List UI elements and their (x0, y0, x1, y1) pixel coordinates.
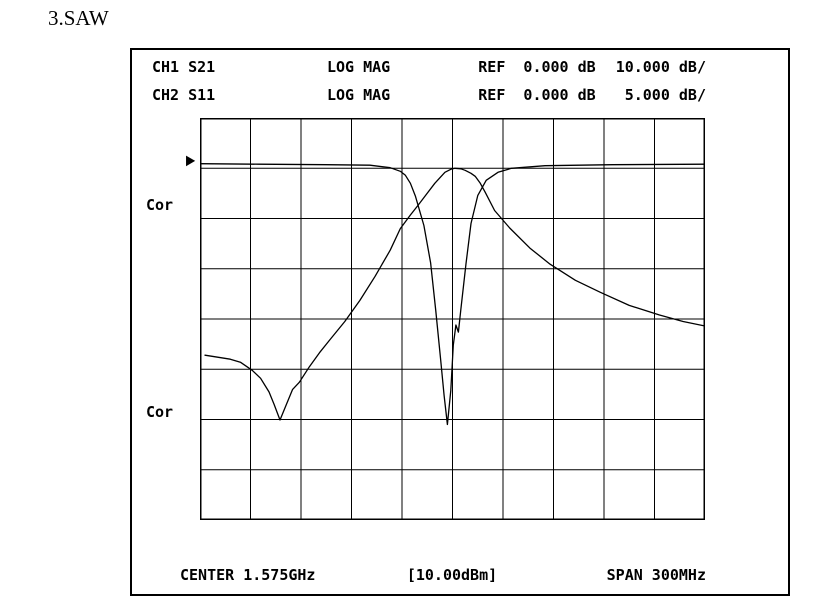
ch1-reference-group: REF 0.000 dB 10.000 dB/ (478, 58, 706, 76)
graticule-svg (200, 118, 705, 520)
ch1-format-label: LOG MAG (327, 58, 391, 76)
reference-level-marker-icon: ▶ (186, 151, 196, 169)
ch1-scale-value: 10.000 dB/ (615, 58, 706, 76)
span-label: SPAN 300MHz (606, 566, 706, 584)
stimulus-footer-row: CENTER 1.575GHz [10.00dBm] SPAN 300MHz (132, 566, 788, 588)
ch2-label: CH2 S11 (152, 86, 216, 104)
ch1-ref-value: REF 0.000 dB (478, 58, 596, 76)
power-level-label: [10.00dBm] (406, 566, 498, 584)
center-frequency-label: CENTER 1.575GHz (180, 566, 316, 584)
correction-status-ch1: Cor (146, 196, 174, 214)
channel2-header-row: CH2 S11 LOG MAG REF 0.000 dB 5.000 dB/ (132, 86, 788, 110)
ch1-label: CH1 S21 (152, 58, 216, 76)
correction-status-ch2: Cor (146, 403, 174, 421)
channel1-header-row: CH1 S21 LOG MAG REF 0.000 dB 10.000 dB/ (132, 58, 788, 82)
ch2-ref-value: REF 0.000 dB (478, 86, 596, 104)
ch2-format-label: LOG MAG (327, 86, 391, 104)
analyzer-screen-frame: CH1 S21 LOG MAG REF 0.000 dB 10.000 dB/ … (130, 48, 790, 596)
graticule-area (200, 118, 705, 520)
ch2-scale-value: 5.000 dB/ (615, 86, 706, 104)
section-title: 3.SAW (48, 6, 109, 30)
ch2-reference-group: REF 0.000 dB 5.000 dB/ (478, 86, 706, 104)
